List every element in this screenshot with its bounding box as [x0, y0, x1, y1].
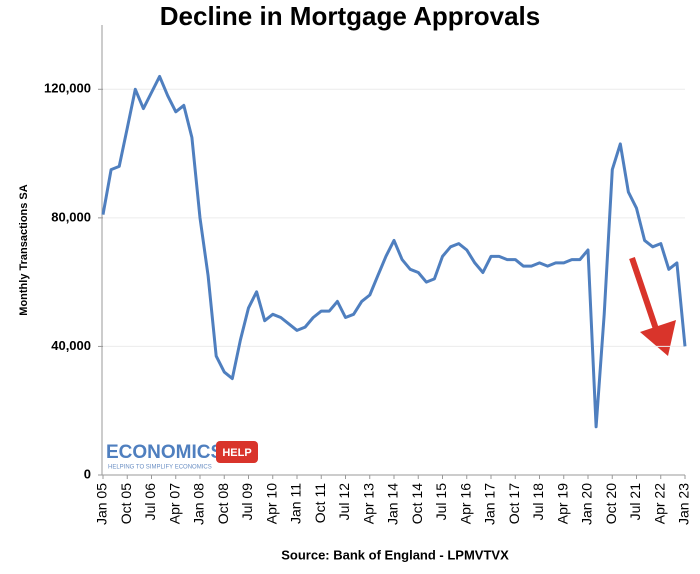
x-tick-label: Jul 21 [627, 483, 643, 521]
arrow-head [640, 320, 676, 356]
logo-badge [216, 441, 258, 463]
x-tick-label: Jan 23 [676, 483, 692, 525]
x-tick-label: Apr 13 [360, 483, 376, 524]
logo-text: ECONOMICS [106, 442, 223, 463]
x-tick-label: Oct 14 [409, 483, 425, 524]
x-tick-label: Jul 09 [239, 483, 255, 521]
x-tick-label: Apr 19 [554, 483, 570, 524]
x-tick-label: Apr 10 [263, 483, 279, 524]
x-tick-label: Oct 05 [118, 483, 134, 524]
y-tick-label: 0 [84, 466, 91, 481]
line [101, 74, 687, 429]
x-tick-label: Jul 06 [142, 483, 158, 521]
arrow-shaft [629, 257, 661, 336]
x-tick-label: Jan 08 [191, 483, 207, 525]
logo-badge-text: HELP [222, 447, 251, 459]
arrow [629, 257, 676, 356]
x-tick-label: Apr 16 [457, 483, 473, 524]
y-tick-label: 80,000 [51, 209, 91, 224]
x-tick-label: Jan 20 [579, 483, 595, 525]
x-tick-label: Jul 12 [336, 483, 352, 521]
x-tick-label: Jan 17 [482, 483, 498, 525]
x-tick-label: Oct 11 [312, 483, 328, 523]
y-tick-label: 40,000 [51, 338, 91, 353]
x-tick-label: Jul 15 [433, 483, 449, 521]
x-tick-label: Jan 05 [94, 483, 110, 525]
logo: ECONOMICS HELP HELPING TO SIMPLIFY ECONO… [106, 441, 258, 471]
y-axis-label: Monthly Transactions SA [18, 184, 30, 315]
x-tick-label: Oct 08 [215, 483, 231, 524]
x-tick-label: Oct 20 [603, 483, 619, 524]
x-tick-label: Jan 14 [385, 483, 401, 525]
logo-tagline: HELPING TO SIMPLIFY ECONOMICS [108, 465, 212, 471]
chart-title: Decline in Mortgage Approvals [160, 1, 540, 31]
source: Source: Bank of England - LPMVTVX [281, 547, 509, 562]
y-tick-label: 120,000 [44, 81, 91, 96]
x-tick-label: Oct 17 [506, 483, 522, 524]
x-tick-label: Apr 07 [166, 483, 182, 524]
x-tick-label: Jul 18 [530, 483, 546, 521]
x-tick-label: Apr 22 [651, 483, 667, 524]
x-tick-label: Jan 11 [288, 483, 304, 524]
